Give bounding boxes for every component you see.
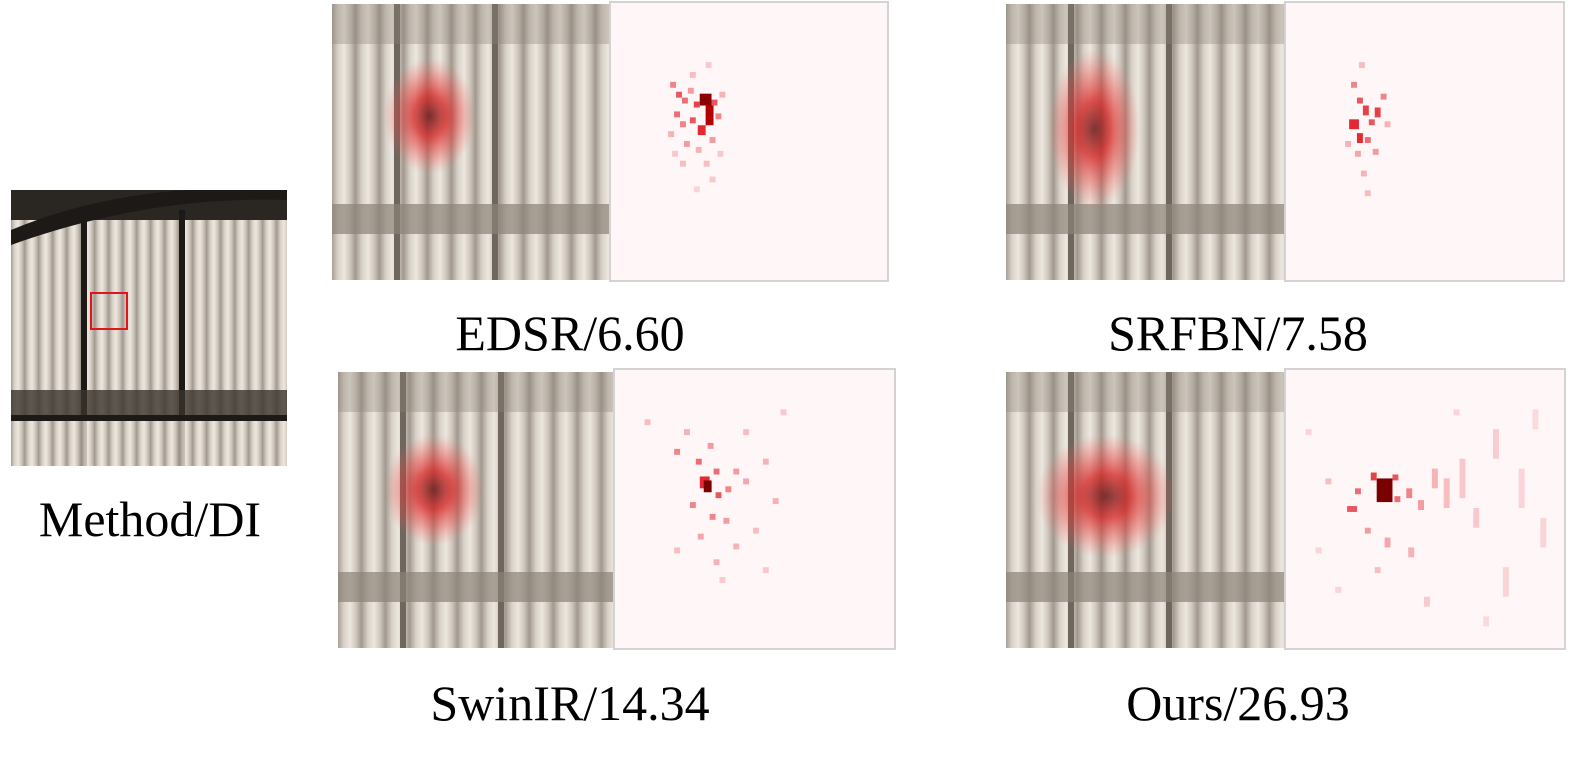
reference-caption: Method/DI: [38, 491, 262, 547]
edsr-caption: EDSR/6.60: [455, 305, 685, 361]
ours-caption: Ours/26.93: [1126, 675, 1350, 731]
srfbn-caption: SRFBN/7.58: [1108, 305, 1368, 361]
swinir-lam-heatmap: [613, 368, 896, 650]
srfbn-attribution-overlay: [1006, 4, 1284, 280]
edsr-lam-heatmap: [609, 1, 889, 282]
reference-image: [11, 190, 287, 466]
ours-attribution-overlay: [1006, 372, 1284, 648]
roi-box: [90, 292, 128, 330]
swinir-caption: SwinIR/14.34: [430, 675, 710, 731]
edsr-attribution-overlay: [332, 4, 610, 280]
swinir-attribution-overlay: [338, 372, 616, 648]
srfbn-lam-heatmap: [1284, 1, 1565, 282]
ours-lam-heatmap: [1284, 368, 1566, 650]
